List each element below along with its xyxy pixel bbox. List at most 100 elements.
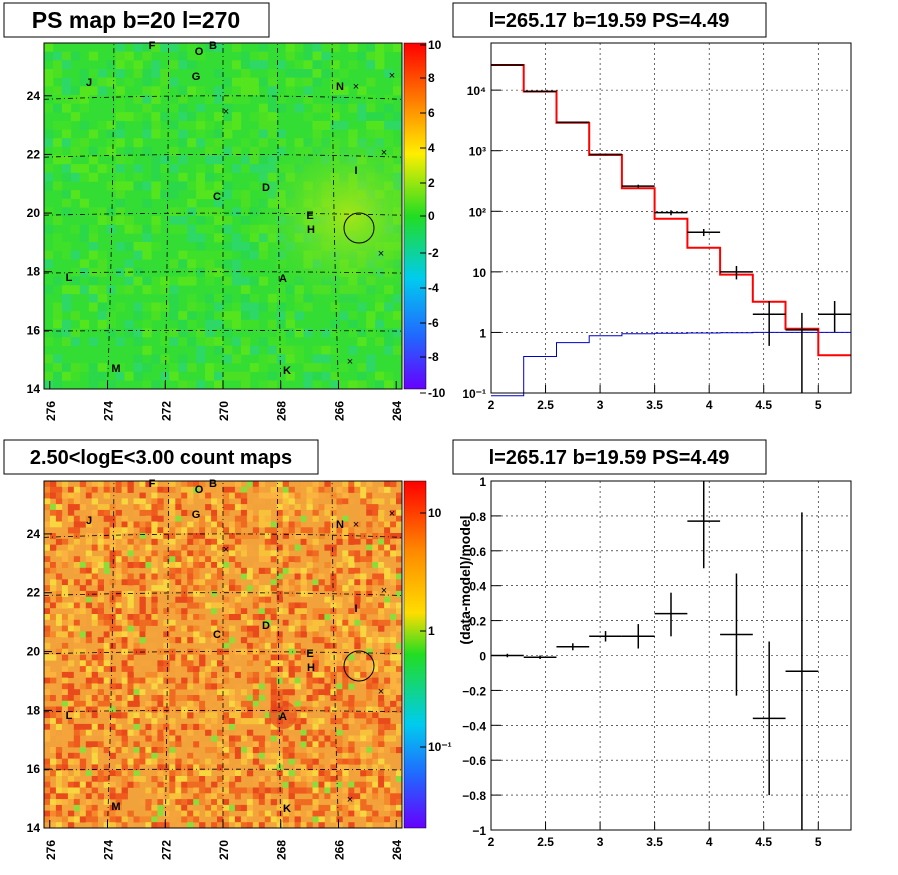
map-pixel <box>217 776 224 783</box>
map-pixel <box>181 498 188 505</box>
map-pixel <box>217 764 224 771</box>
map-pixel <box>258 816 266 823</box>
map-pixel <box>103 776 110 783</box>
map-pixel <box>258 538 266 545</box>
map-pixel <box>157 741 164 748</box>
map-pixel <box>354 700 361 707</box>
map-pixel <box>199 492 206 499</box>
map-pixel <box>306 614 313 621</box>
map-pixel <box>246 700 254 707</box>
map-pixel <box>157 504 164 511</box>
map-pixel <box>73 729 81 736</box>
residual-y-tick-label: 0.8 <box>469 510 486 524</box>
map-pixel <box>306 556 313 563</box>
map-pixel <box>330 804 337 811</box>
map-pixel <box>276 648 283 655</box>
map-pixel <box>211 533 218 540</box>
map-pixel <box>50 504 57 511</box>
map-pixel <box>115 654 122 661</box>
map-pixel <box>181 654 188 661</box>
map-pixel <box>288 822 295 829</box>
map-pixel <box>79 619 87 626</box>
map-pixel <box>318 764 325 771</box>
map-pixel <box>312 498 319 505</box>
map-pixel <box>127 579 134 586</box>
map-pixel <box>169 654 176 661</box>
map-pixel <box>163 527 170 534</box>
map-pixel <box>193 758 200 765</box>
map-pixel <box>294 799 301 806</box>
map-pixel <box>61 741 69 748</box>
map-pixel <box>163 776 170 783</box>
map-pixel <box>133 747 140 754</box>
map-pixel <box>151 498 158 505</box>
map-pixel <box>366 787 373 794</box>
map-pixel <box>211 747 218 754</box>
map-pixel <box>115 712 122 719</box>
residual-y-tick-label: −0.2 <box>462 684 486 698</box>
map-pixel <box>79 631 87 638</box>
map-pixel <box>109 625 116 632</box>
map-pixel <box>127 538 134 545</box>
map-pixel <box>139 585 146 592</box>
map-pixel <box>97 486 104 493</box>
map-pixel <box>264 799 272 806</box>
map-pixel <box>384 648 391 655</box>
graticule-meridian <box>277 42 282 390</box>
map-pixel <box>121 712 128 719</box>
map-pixel <box>324 481 331 488</box>
map-pixel <box>67 579 75 586</box>
map-pixel <box>294 712 301 719</box>
map-pixel <box>91 718 98 725</box>
map-pixel <box>169 712 176 719</box>
map-pixel <box>276 521 283 528</box>
map-pixel <box>121 498 128 505</box>
map-pixel <box>264 515 272 522</box>
map-pixel <box>252 689 260 696</box>
map-pixel <box>360 631 367 638</box>
map-pixel <box>360 486 367 493</box>
spectrum-title: l=265.17 b=19.59 PS=4.49 <box>489 10 730 32</box>
map-pixel <box>97 556 104 563</box>
map-pixel <box>354 712 361 719</box>
map-pixel <box>199 764 206 771</box>
map-pixel <box>336 816 343 823</box>
map-pixel <box>79 781 87 788</box>
map-pixel <box>91 654 98 661</box>
map-pixel <box>294 642 301 649</box>
map-pixel <box>85 527 93 534</box>
spectrum-x-tick-label: 3.5 <box>646 398 663 412</box>
map-pixel <box>318 492 325 499</box>
map-pixel <box>73 544 81 551</box>
map-pixel <box>270 666 277 673</box>
map-pixel <box>97 538 104 545</box>
map-pixel <box>175 776 182 783</box>
map-pixel <box>348 804 355 811</box>
map-pixel <box>390 642 397 649</box>
unlabeled-source-marker: × <box>378 248 384 260</box>
map-pixel <box>187 556 194 563</box>
unlabeled-source-marker: × <box>389 70 395 82</box>
map-pixel <box>91 822 98 829</box>
map-pixel <box>354 619 361 626</box>
map-pixel <box>139 602 146 609</box>
map-pixel <box>258 718 266 725</box>
map-pixel <box>276 556 283 563</box>
map-pixel <box>234 700 242 707</box>
source-label-e: E <box>306 210 313 222</box>
map-pixel <box>240 509 248 516</box>
map-pixel <box>360 712 367 719</box>
map-pixel <box>157 747 164 754</box>
map-pixel <box>121 706 128 713</box>
map-pixel <box>306 527 313 534</box>
map-pixel <box>193 770 200 777</box>
map-pixel <box>252 619 260 626</box>
map-pixel <box>342 787 349 794</box>
map-pixel <box>73 816 81 823</box>
map-pixel <box>91 671 98 678</box>
map-pixel <box>205 562 212 569</box>
map-pixel <box>223 602 230 609</box>
map-pixel <box>79 481 87 488</box>
map-pixel <box>139 573 146 580</box>
map-pixel <box>193 752 200 759</box>
